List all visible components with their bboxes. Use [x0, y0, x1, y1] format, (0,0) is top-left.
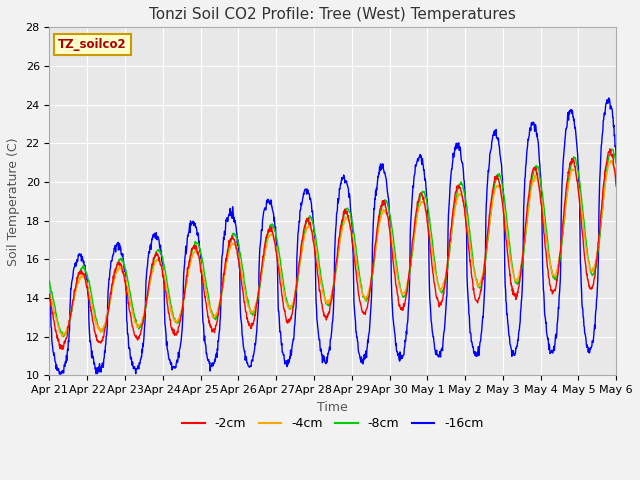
-8cm [172, 319, 180, 325]
-8cm [59, 334, 67, 340]
-4cm [612, 177, 620, 183]
Y-axis label: Soil Temperature (C): Soil Temperature (C) [7, 137, 20, 265]
-4cm [58, 334, 66, 339]
-8cm [45, 278, 53, 284]
Line: -4cm: -4cm [49, 160, 616, 336]
-8cm [158, 253, 166, 259]
-4cm [45, 292, 53, 298]
-4cm [495, 183, 503, 189]
-2cm [236, 263, 243, 269]
-2cm [59, 347, 67, 352]
-16cm [172, 365, 180, 371]
-8cm [609, 146, 616, 152]
-4cm [172, 318, 180, 324]
Line: -8cm: -8cm [49, 149, 616, 337]
-4cm [158, 264, 166, 270]
-8cm [495, 171, 503, 177]
X-axis label: Time: Time [317, 401, 348, 414]
-8cm [612, 161, 620, 167]
-2cm [45, 292, 53, 298]
-2cm [158, 267, 166, 273]
Title: Tonzi Soil CO2 Profile: Tree (West) Temperatures: Tonzi Soil CO2 Profile: Tree (West) Temp… [149, 7, 516, 22]
-4cm [421, 204, 429, 210]
-16cm [605, 95, 612, 101]
-8cm [421, 192, 429, 198]
-16cm [45, 290, 53, 296]
-2cm [172, 331, 180, 337]
-4cm [236, 259, 243, 265]
-4cm [607, 157, 614, 163]
-16cm [421, 176, 429, 182]
-2cm [606, 146, 614, 152]
-16cm [545, 341, 553, 347]
Line: -16cm: -16cm [49, 98, 616, 374]
-16cm [158, 260, 166, 265]
-2cm [612, 183, 620, 189]
-16cm [495, 143, 503, 148]
-8cm [545, 252, 553, 258]
-16cm [612, 158, 620, 164]
-16cm [57, 372, 65, 377]
Legend: -2cm, -4cm, -8cm, -16cm: -2cm, -4cm, -8cm, -16cm [177, 412, 488, 435]
Text: TZ_soilco2: TZ_soilco2 [58, 38, 127, 51]
-2cm [421, 204, 429, 210]
-8cm [236, 245, 243, 251]
-4cm [545, 257, 553, 263]
-2cm [545, 276, 553, 282]
-2cm [495, 179, 503, 185]
-16cm [236, 265, 243, 271]
Line: -2cm: -2cm [49, 149, 616, 349]
